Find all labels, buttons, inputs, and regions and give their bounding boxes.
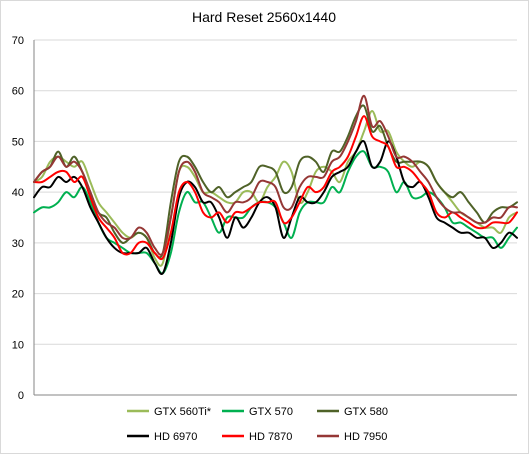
series-line-4	[33, 115, 518, 261]
y-tick-label: 50	[12, 136, 24, 148]
y-tick-label: 0	[18, 390, 24, 402]
series-lines	[33, 94, 518, 275]
legend-item: HD 7950	[317, 431, 387, 443]
legend-label: GTX 570	[249, 406, 293, 418]
series-line-2	[33, 104, 518, 259]
series-line-3	[33, 139, 518, 275]
y-tick-label: 60	[12, 86, 24, 98]
y-tick-label: 20	[12, 289, 24, 301]
legend-label: GTX 560Ti*	[154, 406, 212, 418]
y-tick-label: 40	[12, 187, 24, 199]
legend-label: HD 6970	[154, 431, 197, 443]
series-line-5	[33, 94, 518, 256]
legend-label: HD 7870	[249, 431, 292, 443]
legend-item: GTX 580	[317, 406, 388, 418]
legend-label: HD 7950	[344, 431, 387, 443]
legend-item: HD 6970	[127, 431, 197, 443]
y-tick-label: 70	[12, 35, 24, 47]
y-tick-labels: 0 10 20 30 40 50 60 70	[12, 35, 24, 402]
legend-label: GTX 580	[344, 406, 388, 418]
legend-item: GTX 560Ti*	[127, 406, 212, 418]
legend-item: HD 7870	[222, 431, 292, 443]
axes	[33, 40, 517, 396]
legend-item: GTX 570	[222, 406, 293, 418]
legend: GTX 560Ti* GTX 570 GTX 580 HD 6970 HD 7870 HD…	[127, 406, 388, 443]
y-tick-label: 30	[12, 238, 24, 250]
chart-title: Hard Reset 2560x1440	[192, 9, 336, 25]
y-tick-label: 10	[12, 339, 24, 351]
